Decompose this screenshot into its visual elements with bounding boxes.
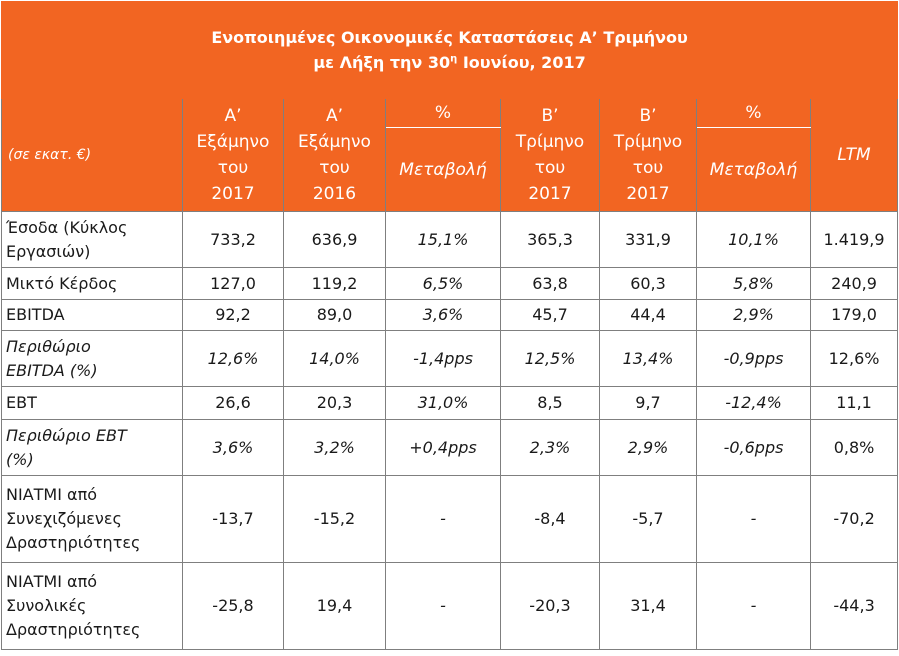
table-cell: 15,1% <box>385 211 501 268</box>
header-q2-2017-b: Β’ Τρίμηνο του 2017 <box>599 98 697 212</box>
row-label: Περιθώριο EBT (%) <box>1 419 183 476</box>
table-cell: -0,6pps <box>696 419 811 476</box>
table-row: Έσοδα (Κύκλος Εργασιών) 733,2 636,9 15,1% 365… <box>1 211 899 268</box>
table-body: Έσοδα (Κύκλος Εργασιών) 733,2 636,9 15,1% 365… <box>1 211 899 650</box>
table-row: ΝΙΑΤΜΙ από Συνολικές Δραστηριότητες -25,8 19… <box>1 562 899 650</box>
table-cell: 26,6 <box>182 386 284 420</box>
table-cell: 3,2% <box>283 419 386 476</box>
table-cell: +0,4pps <box>385 419 501 476</box>
title-line-1: Ενοποιημένες Οικονομικές Καταστάσεις Α’ … <box>211 28 688 47</box>
table-cell: - <box>696 562 811 650</box>
table-cell: 10,1% <box>696 211 811 268</box>
table-row: Περιθώριο EBITDA (%) 12,6% 14,0% -1,4pps 12,5… <box>1 330 899 387</box>
table-cell: -0,9pps <box>696 330 811 387</box>
table-cell: - <box>385 562 501 650</box>
row-label: EBITDA <box>1 299 183 331</box>
table-cell: 8,5 <box>500 386 600 420</box>
table-cell: 2,3% <box>500 419 600 476</box>
table-row: EBITDA 92,2 89,0 3,6% 45,7 44,4 2,9% 179,0 <box>1 299 899 331</box>
unit-label: (σε εκατ. €) <box>1 98 183 212</box>
title-row: Ενοποιημένες Οικονομικές Καταστάσεις Α’ … <box>0 1 899 99</box>
table-cell: 6,5% <box>385 267 501 300</box>
table-cell: -15,2 <box>283 475 386 563</box>
row-label: Έσοδα (Κύκλος Εργασιών) <box>1 211 183 268</box>
table-cell: -44,3 <box>809 562 899 650</box>
table-row: Μικτό Κέρδος 127,0 119,2 6,5% 63,8 60,3 5,8% 24… <box>1 267 899 300</box>
header-change-2: Μεταβολή <box>696 127 811 212</box>
table-cell: 3,6% <box>182 419 284 476</box>
table-cell: -5,7 <box>599 475 697 563</box>
header-pct-1: % <box>385 98 501 128</box>
table-cell: 3,6% <box>385 299 501 331</box>
table-cell: - <box>385 475 501 563</box>
table-cell: 365,3 <box>500 211 600 268</box>
table-cell: 45,7 <box>500 299 600 331</box>
table-row: Περιθώριο EBT (%) 3,6% 3,2% +0,4pps 2,3% 2,9% -… <box>1 419 899 476</box>
title-line-2: με Λήξη την 30η Ιουνίου, 2017 <box>313 53 586 72</box>
table-row: EBT 26,6 20,3 31,0% 8,5 9,7 -12,4% 11,1 <box>1 386 899 420</box>
table-cell: 2,9% <box>696 299 811 331</box>
table-cell: 127,0 <box>182 267 284 300</box>
table-cell: 240,9 <box>809 267 899 300</box>
header-q2-2017-a: Β’ Τρίμηνο του 2017 <box>500 98 600 212</box>
table-cell: -25,8 <box>182 562 284 650</box>
table-cell: -13,7 <box>182 475 284 563</box>
header-h1-2017: Α’ Εξάμηνο του 2017 <box>182 98 284 212</box>
row-label: ΝΙΑΤΜΙ από Συνεχιζόμενες Δραστηριότητες <box>1 475 183 563</box>
header-row-2: Μεταβολή Μεταβολή <box>2 127 898 212</box>
row-label: EBT <box>1 386 183 420</box>
header-change-1: Μεταβολή <box>385 127 501 212</box>
table-cell: 1.419,9 <box>809 211 899 268</box>
row-label: Περιθώριο EBITDA (%) <box>1 330 183 387</box>
table-cell: -70,2 <box>809 475 899 563</box>
table-row: ΝΙΑΤΜΙ από Συνεχιζόμενες Δραστηριότητες -13… <box>1 475 899 563</box>
header-row-1: (σε εκατ. €) Α’ Εξάμηνο του 2017 Α’ Εξάμηνο τ… <box>1 98 899 212</box>
table-cell: 5,8% <box>696 267 811 300</box>
table-cell: 63,8 <box>500 267 600 300</box>
table-cell: 2,9% <box>599 419 697 476</box>
table-cell: 12,6% <box>809 330 899 387</box>
table-cell: 0,8% <box>809 419 899 476</box>
table-cell: -8,4 <box>500 475 600 563</box>
header-pct-2: % <box>696 98 811 128</box>
table-cell: 12,6% <box>182 330 284 387</box>
table-cell: 9,7 <box>599 386 697 420</box>
table-cell: -20,3 <box>500 562 600 650</box>
table-cell: -12,4% <box>696 386 811 420</box>
table-cell: - <box>696 475 811 563</box>
table-cell: 12,5% <box>500 330 600 387</box>
table-cell: 733,2 <box>182 211 284 268</box>
table-cell: 44,4 <box>599 299 697 331</box>
table-cell: 14,0% <box>283 330 386 387</box>
header-h1-2016: Α’ Εξάμηνο του 2016 <box>283 98 386 212</box>
table-cell: 89,0 <box>283 299 386 331</box>
header-ltm: LTM <box>809 98 899 212</box>
table-title: Ενοποιημένες Οικονομικές Καταστάσεις Α’ … <box>0 1 899 99</box>
table-cell: 92,2 <box>182 299 284 331</box>
table-cell: 11,1 <box>809 386 899 420</box>
table-cell: 636,9 <box>283 211 386 268</box>
title-superscript: η <box>450 53 458 65</box>
table-cell: 20,3 <box>283 386 386 420</box>
table-cell: 179,0 <box>809 299 899 331</box>
table-cell: 60,3 <box>599 267 697 300</box>
table-cell: 119,2 <box>283 267 386 300</box>
table-cell: 31,0% <box>385 386 501 420</box>
row-label: Μικτό Κέρδος <box>1 267 183 300</box>
row-label: ΝΙΑΤΜΙ από Συνολικές Δραστηριότητες <box>1 562 183 650</box>
table-cell: 331,9 <box>599 211 697 268</box>
table-cell: 31,4 <box>599 562 697 650</box>
table-cell: 19,4 <box>283 562 386 650</box>
table-cell: -1,4pps <box>385 330 501 387</box>
table-cell: 13,4% <box>599 330 697 387</box>
